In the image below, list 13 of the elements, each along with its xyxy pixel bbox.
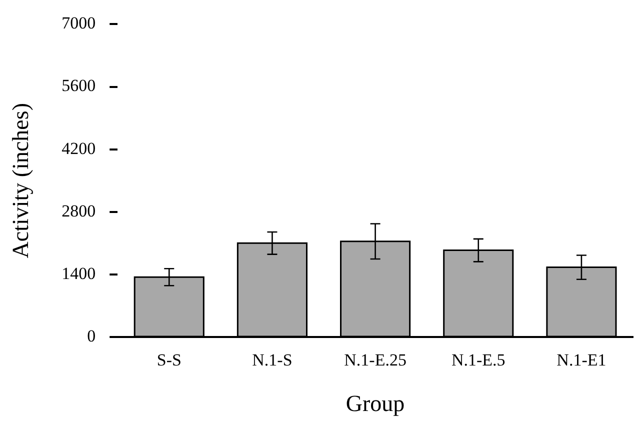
x-tick-label: N.1-E.25 [344, 350, 406, 370]
x-tick-label: N.1-S [252, 350, 292, 370]
x-tick-label: N.1-E1 [556, 350, 606, 370]
y-tick-label: 5600 [62, 76, 96, 96]
y-tick-label: 4200 [62, 138, 96, 158]
x-tick-label: N.1-E.5 [451, 350, 506, 370]
y-tick-label: 7000 [62, 14, 96, 33]
y-tick-label: 0 [87, 326, 96, 346]
x-tick-label: S-S [156, 350, 182, 370]
x-axis-title: Group [346, 391, 405, 416]
y-axis-title: Activity (inches) [8, 102, 33, 258]
y-tick-label: 2800 [62, 201, 96, 220]
y-tick-label: 1400 [62, 264, 96, 283]
